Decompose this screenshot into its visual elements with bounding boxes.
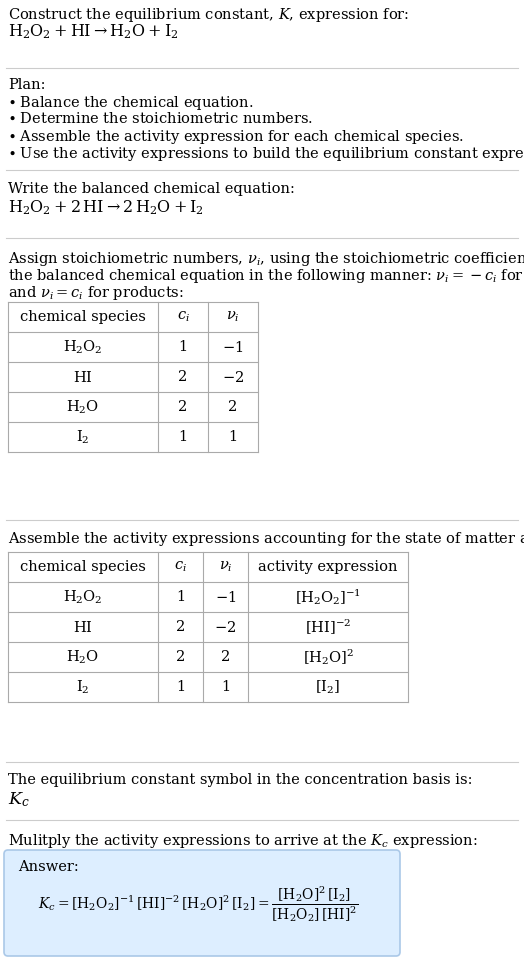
Text: the balanced chemical equation in the following manner: $\nu_i = -c_i$ for react: the balanced chemical equation in the fo…: [8, 267, 524, 285]
Text: $-1$: $-1$: [222, 339, 244, 355]
Text: 1: 1: [176, 590, 185, 604]
Text: $\mathrm{H_2O_2} + \mathrm{HI}  \rightarrow  \mathrm{H_2O} + \mathrm{I_2}$: $\mathrm{H_2O_2} + \mathrm{HI} \rightarr…: [8, 22, 179, 40]
Text: $K_c$: $K_c$: [8, 790, 30, 808]
Text: 2: 2: [178, 370, 188, 384]
Text: $\bullet$ Balance the chemical equation.: $\bullet$ Balance the chemical equation.: [8, 94, 254, 112]
Text: $\mathrm{I_2}$: $\mathrm{I_2}$: [77, 429, 90, 446]
Text: 2: 2: [178, 400, 188, 414]
Text: Answer:: Answer:: [18, 860, 79, 874]
Text: The equilibrium constant symbol in the concentration basis is:: The equilibrium constant symbol in the c…: [8, 773, 473, 787]
Text: $c_i$: $c_i$: [177, 310, 190, 324]
Text: $\mathrm{H_2O_2}$: $\mathrm{H_2O_2}$: [63, 339, 103, 356]
Text: $c_i$: $c_i$: [174, 560, 187, 574]
Text: $\mathrm{HI}$: $\mathrm{HI}$: [73, 620, 93, 635]
Text: 1: 1: [228, 430, 237, 444]
Text: chemical species: chemical species: [20, 310, 146, 324]
Text: $[\mathrm{H_2O}]^{2}$: $[\mathrm{H_2O}]^{2}$: [302, 647, 354, 667]
Text: $\bullet$ Assemble the activity expression for each chemical species.: $\bullet$ Assemble the activity expressi…: [8, 128, 464, 146]
Text: 1: 1: [179, 430, 188, 444]
Text: Mulitply the activity expressions to arrive at the $K_c$ expression:: Mulitply the activity expressions to arr…: [8, 832, 477, 850]
Text: $-2$: $-2$: [214, 620, 236, 635]
Text: 2: 2: [228, 400, 237, 414]
Text: Assemble the activity expressions accounting for the state of matter and $\nu_i$: Assemble the activity expressions accoun…: [8, 530, 524, 548]
Text: Assign stoichiometric numbers, $\nu_i$, using the stoichiometric coefficients, $: Assign stoichiometric numbers, $\nu_i$, …: [8, 250, 524, 268]
FancyBboxPatch shape: [4, 850, 400, 956]
Text: $\mathrm{H_2O_2} + 2\,\mathrm{HI}  \rightarrow  2\,\mathrm{H_2O} + \mathrm{I_2}$: $\mathrm{H_2O_2} + 2\,\mathrm{HI} \right…: [8, 198, 204, 217]
Text: and $\nu_i = c_i$ for products:: and $\nu_i = c_i$ for products:: [8, 284, 184, 302]
Text: 1: 1: [179, 340, 188, 354]
Text: $[\mathrm{I_2}]$: $[\mathrm{I_2}]$: [315, 678, 341, 695]
Text: $[\mathrm{H_2O_2}]^{-1}$: $[\mathrm{H_2O_2}]^{-1}$: [295, 587, 361, 607]
Text: $\nu_i$: $\nu_i$: [226, 310, 240, 324]
Text: $\nu_i$: $\nu_i$: [219, 560, 232, 574]
Text: $-2$: $-2$: [222, 369, 244, 385]
Text: $\mathrm{H_2O}$: $\mathrm{H_2O}$: [67, 398, 100, 415]
Text: 1: 1: [176, 680, 185, 694]
Text: $-1$: $-1$: [215, 590, 236, 604]
Text: $\mathrm{HI}$: $\mathrm{HI}$: [73, 369, 93, 385]
Text: Construct the equilibrium constant, $K$, expression for:: Construct the equilibrium constant, $K$,…: [8, 6, 409, 24]
Text: $K_c = [\mathrm{H_2O_2}]^{-1}\,[\mathrm{HI}]^{-2}\,[\mathrm{H_2O}]^{2}\,[\mathrm: $K_c = [\mathrm{H_2O_2}]^{-1}\,[\mathrm{…: [38, 884, 358, 924]
Text: 2: 2: [221, 650, 230, 664]
Text: 1: 1: [221, 680, 230, 694]
Text: activity expression: activity expression: [258, 560, 398, 574]
Text: $\bullet$ Use the activity expressions to build the equilibrium constant express: $\bullet$ Use the activity expressions t…: [8, 145, 524, 163]
Text: $\bullet$ Determine the stoichiometric numbers.: $\bullet$ Determine the stoichiometric n…: [8, 111, 313, 126]
Text: 2: 2: [176, 650, 185, 664]
Text: $\mathrm{H_2O}$: $\mathrm{H_2O}$: [67, 648, 100, 666]
Text: $\mathrm{H_2O_2}$: $\mathrm{H_2O_2}$: [63, 588, 103, 606]
Text: $\mathrm{I_2}$: $\mathrm{I_2}$: [77, 678, 90, 695]
Text: $[\mathrm{HI}]^{-2}$: $[\mathrm{HI}]^{-2}$: [305, 618, 351, 637]
Text: Write the balanced chemical equation:: Write the balanced chemical equation:: [8, 182, 295, 196]
Text: Plan:: Plan:: [8, 78, 46, 92]
Text: 2: 2: [176, 620, 185, 634]
Text: chemical species: chemical species: [20, 560, 146, 574]
